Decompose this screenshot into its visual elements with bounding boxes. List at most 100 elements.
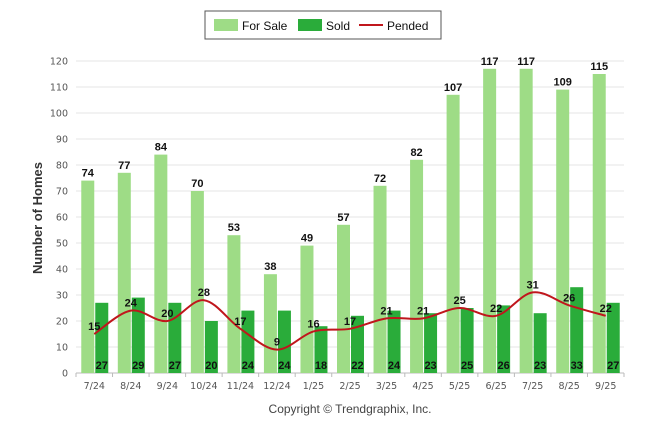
y-tick-label: 120 xyxy=(50,57,68,68)
data-label-for-sale: 53 xyxy=(228,222,240,234)
x-tick-label: 8/24 xyxy=(120,381,141,392)
legend-swatch-for-sale xyxy=(214,19,238,31)
data-label-for-sale: 84 xyxy=(155,142,168,154)
data-label-pended: 16 xyxy=(307,318,319,330)
data-label-pended: 22 xyxy=(600,303,612,315)
bar-for-sale xyxy=(592,74,606,373)
data-label-sold: 23 xyxy=(424,360,436,372)
data-label-sold: 18 xyxy=(315,360,327,372)
y-tick-label: 100 xyxy=(50,109,68,120)
data-label-sold: 22 xyxy=(351,360,363,372)
bar-for-sale xyxy=(446,94,460,374)
bar-for-sale xyxy=(337,224,350,373)
x-tick-label: 4/25 xyxy=(412,381,433,392)
bar-for-sale xyxy=(81,180,95,373)
x-tick-label: 9/25 xyxy=(595,381,616,392)
data-label-sold: 20 xyxy=(205,360,217,372)
y-tick-label: 90 xyxy=(56,135,68,146)
data-label-pended: 24 xyxy=(125,298,138,310)
data-label-for-sale: 117 xyxy=(481,56,499,68)
bar-for-sale xyxy=(300,245,314,373)
legend-frame xyxy=(204,10,442,40)
pended-line xyxy=(93,291,607,351)
x-tick-label: 9/24 xyxy=(157,381,178,392)
bar-sold xyxy=(460,308,474,373)
x-tick-label: 5/25 xyxy=(449,381,470,392)
data-label-sold: 29 xyxy=(132,360,144,372)
legend-label-sold: Sold xyxy=(326,19,350,33)
x-tick-label: 12/24 xyxy=(263,381,290,392)
bar-for-sale xyxy=(227,235,241,373)
y-tick-label: 10 xyxy=(56,343,68,354)
data-label-pended: 22 xyxy=(490,303,502,315)
data-label-pended: 9 xyxy=(274,337,280,349)
data-label-sold: 27 xyxy=(607,360,619,372)
data-label-for-sale: 109 xyxy=(554,77,572,89)
y-tick-label: 30 xyxy=(56,291,68,302)
y-tick-label: 70 xyxy=(56,187,68,198)
data-label-pended: 31 xyxy=(527,279,539,291)
x-tick-label: 2/25 xyxy=(339,381,360,392)
y-tick-label: 0 xyxy=(62,369,68,380)
x-tick-label: 3/25 xyxy=(376,381,397,392)
data-label-pended: 17 xyxy=(234,316,246,328)
data-label-pended: 20 xyxy=(161,308,173,320)
data-label-pended: 28 xyxy=(198,287,210,299)
data-label-sold: 33 xyxy=(571,360,583,372)
data-label-sold: 27 xyxy=(169,360,181,372)
data-label-sold: 25 xyxy=(461,360,473,372)
legend-label-for-sale: For Sale xyxy=(242,19,288,33)
data-label-pended: 17 xyxy=(344,316,356,328)
bar-for-sale xyxy=(410,159,424,373)
legend-label-pended: Pended xyxy=(387,19,428,33)
data-label-sold: 27 xyxy=(96,360,108,372)
data-label-for-sale: 77 xyxy=(118,160,130,172)
data-label-pended: 25 xyxy=(453,295,465,307)
legend-swatch-sold xyxy=(298,19,322,31)
y-tick-label: 110 xyxy=(50,83,68,94)
data-label-pended: 21 xyxy=(417,305,429,317)
data-label-for-sale: 115 xyxy=(590,61,608,73)
data-label-for-sale: 57 xyxy=(337,212,349,224)
data-label-for-sale: 38 xyxy=(264,261,276,273)
bar-sold xyxy=(95,302,109,373)
y-tick-label: 50 xyxy=(56,239,68,250)
data-label-pended: 21 xyxy=(380,305,392,317)
data-label-pended: 15 xyxy=(88,321,100,333)
bar-for-sale xyxy=(190,191,204,373)
bar-sold xyxy=(387,310,401,373)
y-tick-label: 20 xyxy=(56,317,68,328)
x-tick-label: 7/25 xyxy=(522,381,543,392)
data-label-sold: 24 xyxy=(242,360,255,372)
bar-sold xyxy=(533,313,547,373)
bar-for-sale xyxy=(519,68,533,374)
y-axis-label: Number of Homes xyxy=(30,162,45,274)
x-tick-label: 7/24 xyxy=(84,381,105,392)
data-label-for-sale: 117 xyxy=(517,56,535,68)
data-label-for-sale: 82 xyxy=(410,147,422,159)
y-tick-label: 40 xyxy=(56,265,68,276)
bar-for-sale xyxy=(154,154,168,373)
data-label-for-sale: 74 xyxy=(82,168,95,180)
data-label-for-sale: 72 xyxy=(374,173,386,185)
x-tick-label: 11/24 xyxy=(227,381,254,392)
bar-for-sale xyxy=(263,274,277,373)
bar-sold xyxy=(131,297,145,373)
data-label-pended: 26 xyxy=(563,292,575,304)
bar-for-sale xyxy=(556,89,570,373)
data-label-sold: 24 xyxy=(388,360,401,372)
y-tick-label: 60 xyxy=(56,213,68,224)
x-tick-label: 8/25 xyxy=(559,381,580,392)
bar-sold xyxy=(497,305,511,373)
data-label-for-sale: 70 xyxy=(191,178,203,190)
data-label-sold: 23 xyxy=(534,360,546,372)
bar-sold xyxy=(204,321,218,373)
bar-sold xyxy=(424,313,438,373)
y-tick-label: 80 xyxy=(56,161,68,172)
bar-sold xyxy=(351,315,364,373)
bar-for-sale xyxy=(483,68,497,374)
x-tick-label: 1/25 xyxy=(303,381,324,392)
x-tick-label: 10/24 xyxy=(190,381,217,392)
data-label-sold: 24 xyxy=(278,360,291,372)
